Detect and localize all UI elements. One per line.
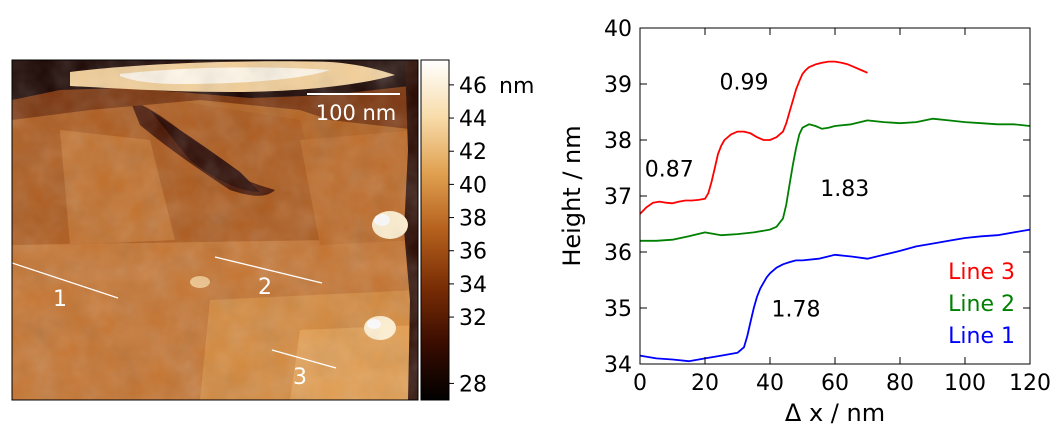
series-line-1 [639, 60, 868, 215]
line-label-1: 1 [53, 287, 67, 312]
y-tick-label: 36 [604, 241, 632, 266]
legend-entry: Line 2 [948, 292, 1015, 317]
y-tick-label: 40 [604, 17, 632, 42]
colorbar-tick-label: 32 [459, 306, 487, 331]
y-tick-label: 34 [604, 353, 632, 378]
colorbar: 46 44 42 40 38 36 34 32 28 nm [420, 59, 534, 401]
colorbar-tick-label: 40 [459, 173, 487, 198]
y-tick-label: 39 [604, 73, 632, 98]
series-line-2 [640, 117, 1031, 242]
afm-image-frame [11, 59, 419, 401]
x-tick-label: 40 [756, 371, 784, 396]
profile-line-2 [214, 256, 323, 284]
colorbar-tick-label: 44 [459, 107, 487, 132]
x-tick-label: 120 [1009, 371, 1051, 396]
colorbar-tick-label: 28 [459, 372, 487, 397]
step-height-label: 0.87 [645, 157, 694, 182]
y-axis-label: Height / nm [558, 125, 586, 266]
profile-chart: 0 20 40 60 80 100 120 34 35 36 37 38 39 40 0.87 0.99 1.… [558, 17, 1051, 427]
line-label-3: 3 [293, 365, 307, 390]
y-tick-label: 35 [604, 297, 632, 322]
step-height-label: 1.78 [772, 297, 821, 322]
profile-line-1 [12, 262, 119, 299]
colorbar-tick-label: 46 [459, 74, 487, 99]
step-height-label: 0.99 [720, 71, 769, 96]
x-tick-label: 0 [633, 371, 647, 396]
x-axis-label: Δ x / nm [785, 399, 885, 427]
series-line-3 [639, 228, 1031, 363]
profile-line-3 [271, 349, 337, 369]
scale-bar-label: 100 nm [316, 101, 397, 125]
colorbar-tick-label: 42 [459, 140, 487, 165]
x-tick-label: 60 [821, 371, 849, 396]
line-label-2: 2 [258, 275, 272, 300]
legend-entry: Line 1 [948, 324, 1015, 349]
afm-image [12, 60, 418, 400]
colorbar-unit: nm [499, 74, 534, 99]
colorbar-tick-label: 38 [459, 207, 487, 232]
colorbar-tick-label: 36 [459, 240, 487, 265]
x-tick-label: 100 [944, 371, 986, 396]
step-height-label: 1.83 [820, 177, 869, 202]
x-tick-label: 20 [691, 371, 719, 396]
y-tick-label: 37 [604, 185, 632, 210]
y-tick-label: 38 [604, 129, 632, 154]
legend-entry: Line 3 [948, 260, 1015, 285]
x-tick-label: 80 [886, 371, 914, 396]
colorbar-tick-label: 34 [459, 273, 487, 298]
